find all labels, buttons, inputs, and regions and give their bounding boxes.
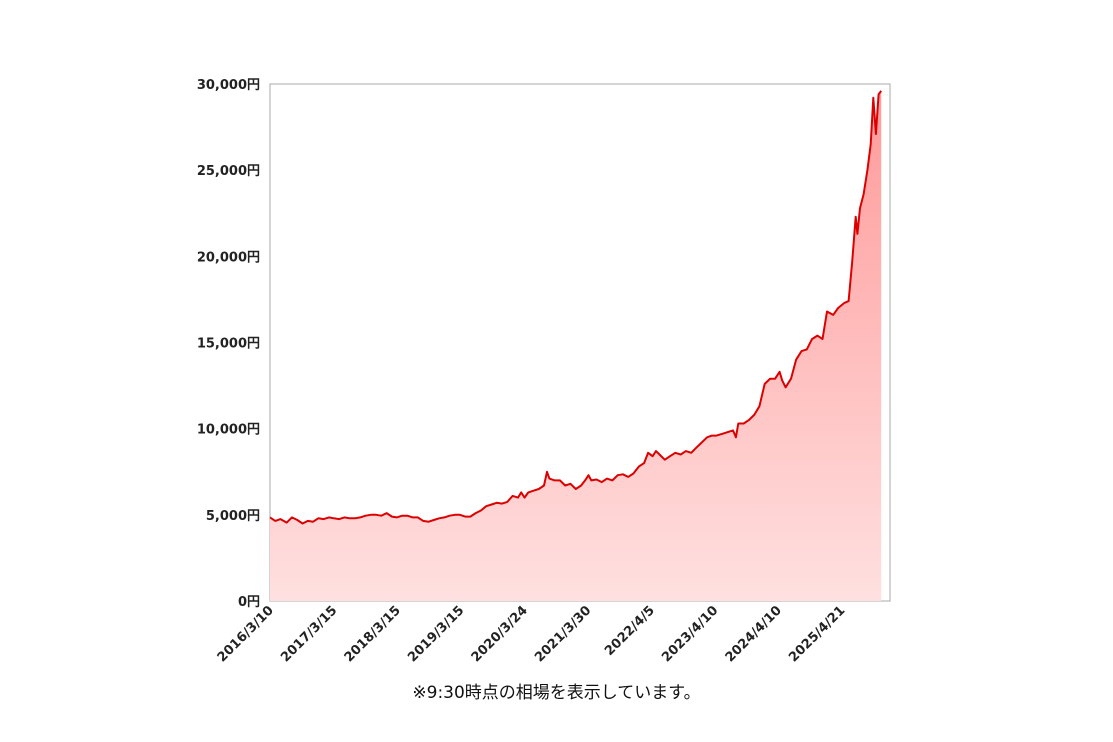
x-tick-label: 2021/3/30 xyxy=(532,603,594,665)
price-area-fill xyxy=(270,90,882,602)
y-tick-label: 10,000円 xyxy=(197,423,260,438)
y-tick-label: 0円 xyxy=(238,595,260,610)
y-tick-label: 25,000円 xyxy=(197,164,260,179)
x-tick-label: 2017/3/15 xyxy=(278,603,340,665)
footnote: ※9:30時点の相場を表示しています。 xyxy=(412,683,701,703)
y-tick-label: 20,000円 xyxy=(197,250,260,265)
x-tick-label: 2022/4/5 xyxy=(602,603,658,659)
x-axis-ticks: 2016/3/10 2017/3/15 2018/3/15 2019/3/15 2020… xyxy=(215,603,849,665)
x-tick-label: 2023/4/10 xyxy=(659,603,721,665)
x-tick-label: 2020/3/24 xyxy=(469,603,531,665)
y-tick-label: 15,000円 xyxy=(197,337,260,352)
y-axis-ticks: 0円 5,000円 10,000円 15,000円 20,000円 25,000円 30,0… xyxy=(197,78,260,610)
x-tick-label: 2018/3/15 xyxy=(342,603,404,665)
price-line xyxy=(269,90,882,525)
x-tick-label: 2019/3/15 xyxy=(405,603,467,665)
x-tick-label: 2025/4/21 xyxy=(786,603,848,665)
x-tick-label: 2016/3/10 xyxy=(215,603,277,665)
y-tick-label: 5,000円 xyxy=(206,509,260,524)
y-tick-label: 30,000円 xyxy=(197,78,260,93)
x-tick-label: 2024/4/10 xyxy=(723,603,785,665)
